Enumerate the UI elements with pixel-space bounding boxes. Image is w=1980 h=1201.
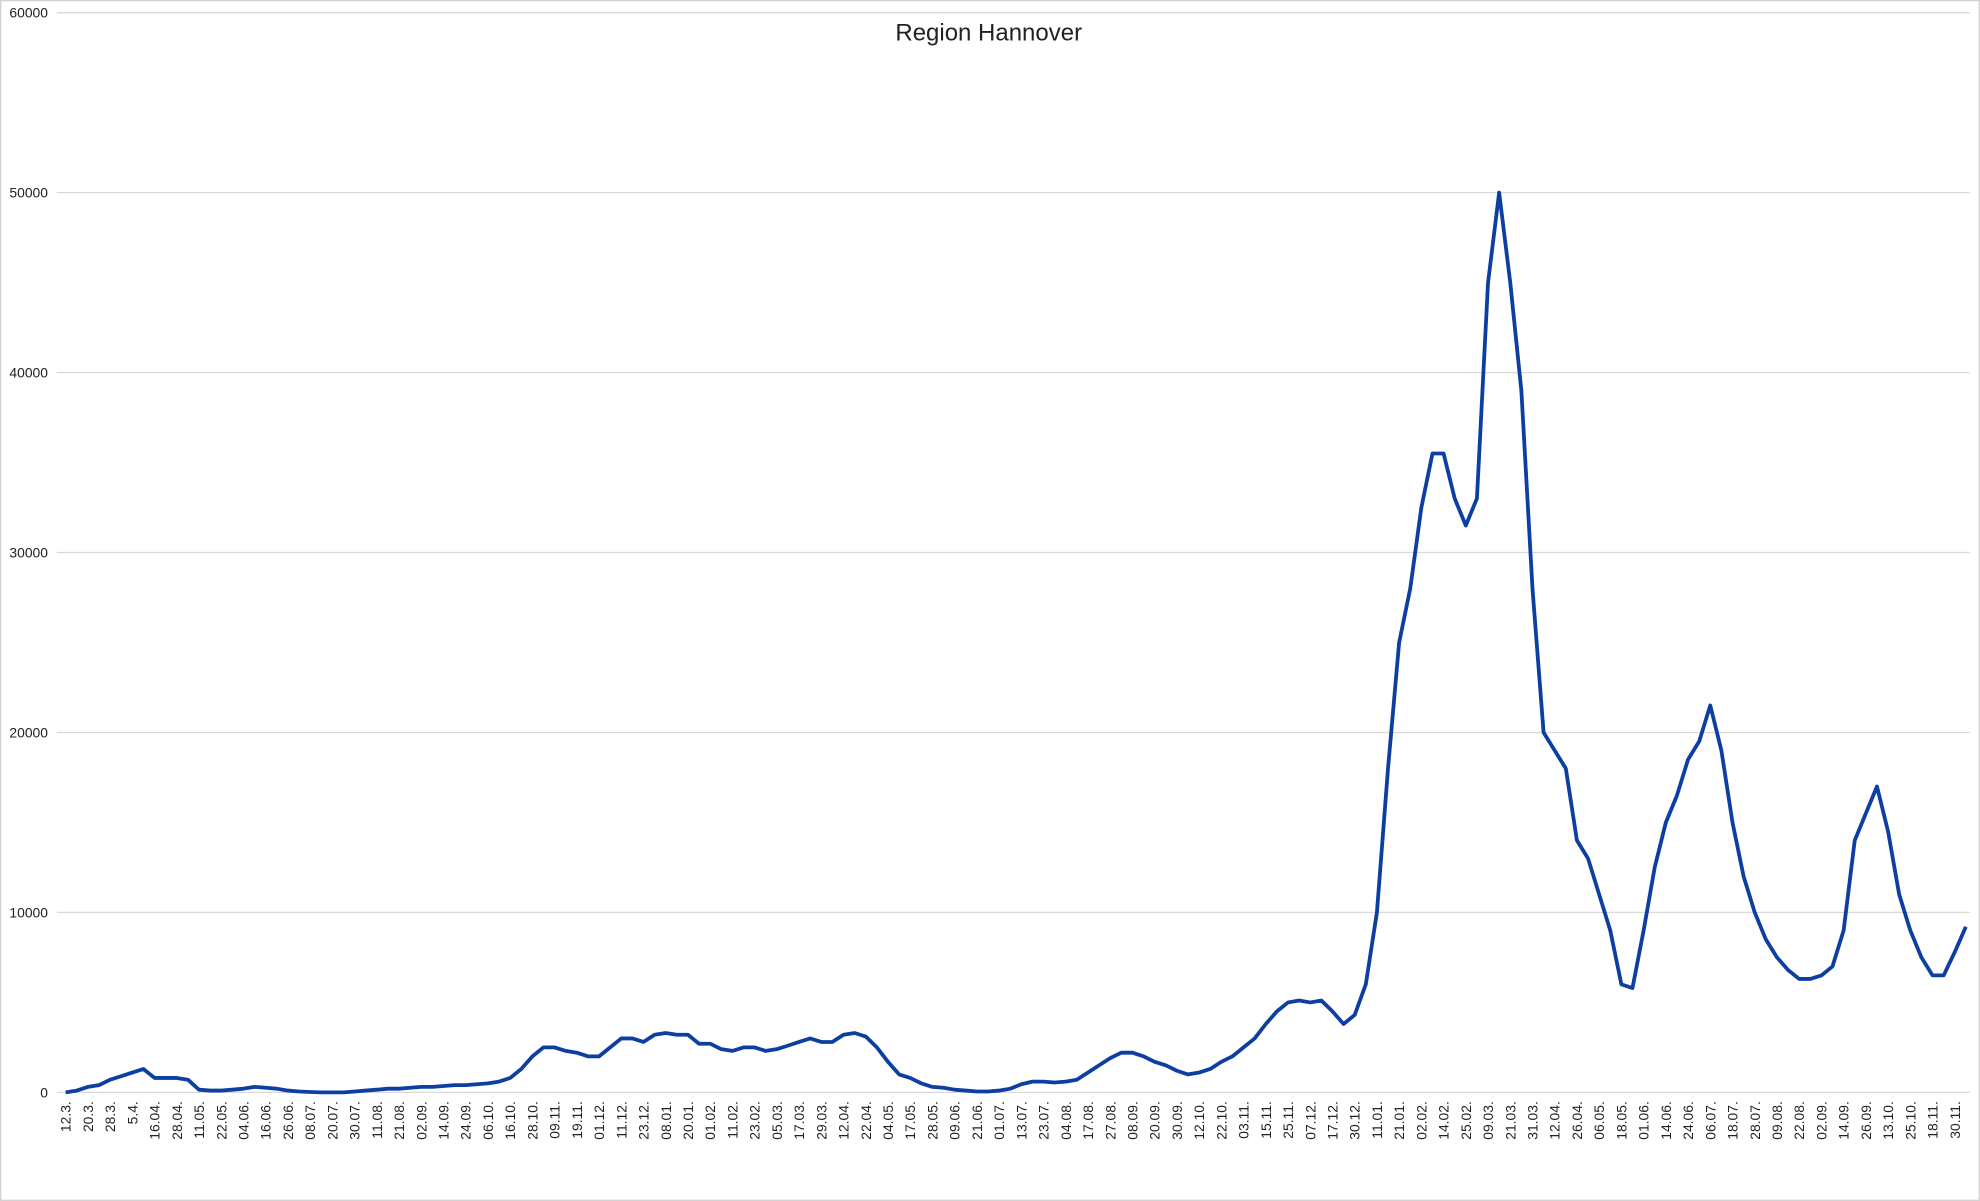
x-tick-label: 08.07. xyxy=(302,1101,318,1140)
x-tick-label: 16.10. xyxy=(502,1101,518,1140)
x-tick-label: 28.07. xyxy=(1747,1101,1763,1140)
x-tick-label: 30.11. xyxy=(1947,1101,1963,1139)
x-tick-label: 02.09. xyxy=(1813,1101,1829,1140)
x-tick-label: 23.12. xyxy=(636,1101,652,1140)
chart-title: Region Hannover xyxy=(895,19,1082,46)
y-tick-label: 60000 xyxy=(9,5,48,21)
x-tick-label: 02.09. xyxy=(413,1101,429,1140)
x-tick-label: 09.06. xyxy=(947,1101,963,1140)
x-tick-label: 12.04. xyxy=(1547,1101,1563,1140)
x-tick-label: 15.11. xyxy=(1258,1101,1274,1139)
x-tick-label: 20.01. xyxy=(680,1101,696,1140)
y-tick-label: 20000 xyxy=(9,725,48,741)
x-tick-label: 20.09. xyxy=(1147,1101,1163,1140)
x-tick-label: 18.07. xyxy=(1725,1101,1741,1140)
x-tick-label: 25.11. xyxy=(1280,1101,1296,1139)
x-tick-label: 22.04. xyxy=(858,1101,874,1140)
x-tick-label: 29.03. xyxy=(813,1101,829,1140)
x-tick-label: 01.06. xyxy=(1636,1101,1652,1140)
x-tick-label: 18.05. xyxy=(1613,1101,1629,1140)
x-tick-label: 14.09. xyxy=(1836,1101,1852,1140)
y-tick-label: 50000 xyxy=(9,185,48,201)
x-tick-label: 06.07. xyxy=(1702,1101,1718,1140)
x-tick-label: 17.12. xyxy=(1325,1101,1341,1140)
x-tick-label: 14.06. xyxy=(1658,1101,1674,1140)
x-tick-label: 25.02. xyxy=(1458,1101,1474,1140)
x-tick-label: 09.08. xyxy=(1769,1101,1785,1140)
x-tick-label: 17.03. xyxy=(791,1101,807,1140)
x-tick-label: 03.11. xyxy=(1236,1101,1252,1139)
x-tick-label: 01.07. xyxy=(991,1101,1007,1140)
x-tick-label: 04.05. xyxy=(880,1101,896,1140)
y-tick-label: 30000 xyxy=(9,545,48,561)
x-tick-label: 21.01. xyxy=(1391,1101,1407,1140)
x-tick-label: 16.04. xyxy=(147,1101,163,1140)
x-tick-label: 23.02. xyxy=(747,1101,763,1140)
x-tick-label: 17.08. xyxy=(1080,1101,1096,1140)
x-tick-label: 08.01. xyxy=(658,1101,674,1140)
x-tick-label: 30.07. xyxy=(347,1101,363,1140)
x-tick-label: 11.12. xyxy=(613,1101,629,1139)
x-tick-label: 09.11. xyxy=(547,1101,563,1139)
x-tick-label: 19.11. xyxy=(569,1101,585,1139)
x-tick-label: 01.02. xyxy=(702,1101,718,1140)
x-tick-label: 02.02. xyxy=(1413,1101,1429,1140)
x-tick-label: 05.03. xyxy=(769,1101,785,1140)
x-tick-label: 16.06. xyxy=(258,1101,274,1140)
x-tick-label: 28.05. xyxy=(924,1101,940,1140)
x-tick-label: 06.05. xyxy=(1591,1101,1607,1140)
x-tick-label: 25.10. xyxy=(1902,1101,1918,1140)
x-tick-label: 01.12. xyxy=(591,1101,607,1140)
x-tick-label: 14.09. xyxy=(436,1101,452,1140)
x-tick-label: 28.10. xyxy=(524,1101,540,1140)
x-tick-label: 22.10. xyxy=(1213,1101,1229,1140)
x-tick-label: 13.07. xyxy=(1013,1101,1029,1140)
x-tick-label: 21.06. xyxy=(969,1101,985,1140)
x-tick-label: 21.08. xyxy=(391,1101,407,1140)
x-tick-label: 28.04. xyxy=(169,1101,185,1140)
x-tick-label: 07.12. xyxy=(1302,1101,1318,1140)
x-tick-label: 12.04. xyxy=(836,1101,852,1140)
x-tick-label: 26.06. xyxy=(280,1101,296,1140)
x-tick-label: 5.4. xyxy=(124,1101,140,1124)
x-tick-label: 12.10. xyxy=(1191,1101,1207,1140)
x-tick-label: 04.06. xyxy=(236,1101,252,1140)
x-tick-label: 27.08. xyxy=(1102,1101,1118,1140)
x-tick-label: 09.03. xyxy=(1480,1101,1496,1140)
x-tick-label: 28.3. xyxy=(102,1101,118,1132)
x-tick-label: 06.10. xyxy=(480,1101,496,1140)
x-tick-label: 22.08. xyxy=(1791,1101,1807,1140)
x-tick-label: 18.11. xyxy=(1925,1101,1941,1139)
x-tick-label: 11.08. xyxy=(369,1101,385,1139)
x-tick-label: 30.09. xyxy=(1169,1101,1185,1140)
x-tick-label: 30.12. xyxy=(1347,1101,1363,1140)
x-tick-label: 17.05. xyxy=(902,1101,918,1140)
x-tick-label: 26.09. xyxy=(1858,1101,1874,1140)
x-tick-label: 26.04. xyxy=(1569,1101,1585,1140)
x-tick-label: 24.06. xyxy=(1680,1101,1696,1140)
x-tick-label: 21.03. xyxy=(1502,1101,1518,1140)
y-tick-label: 0 xyxy=(40,1084,48,1100)
x-tick-label: 04.08. xyxy=(1058,1101,1074,1140)
x-tick-label: 12.3. xyxy=(58,1101,74,1132)
x-tick-label: 14.02. xyxy=(1436,1101,1452,1140)
x-tick-label: 11.01. xyxy=(1369,1101,1385,1139)
y-tick-label: 40000 xyxy=(9,365,48,381)
x-tick-label: 23.07. xyxy=(1036,1101,1052,1140)
data-line xyxy=(65,190,1968,1095)
x-tick-label: 13.10. xyxy=(1880,1101,1896,1140)
x-tick-label: 24.09. xyxy=(458,1101,474,1140)
y-tick-label: 10000 xyxy=(9,904,48,920)
x-tick-label: 22.05. xyxy=(213,1101,229,1140)
x-tick-label: 08.09. xyxy=(1124,1101,1140,1140)
x-tick-label: 20.3. xyxy=(80,1101,96,1132)
x-tick-label: 31.03. xyxy=(1525,1101,1541,1140)
x-tick-label: 11.02. xyxy=(724,1101,740,1139)
x-tick-label: 20.07. xyxy=(324,1101,340,1140)
x-tick-label: 11.05. xyxy=(191,1101,207,1139)
